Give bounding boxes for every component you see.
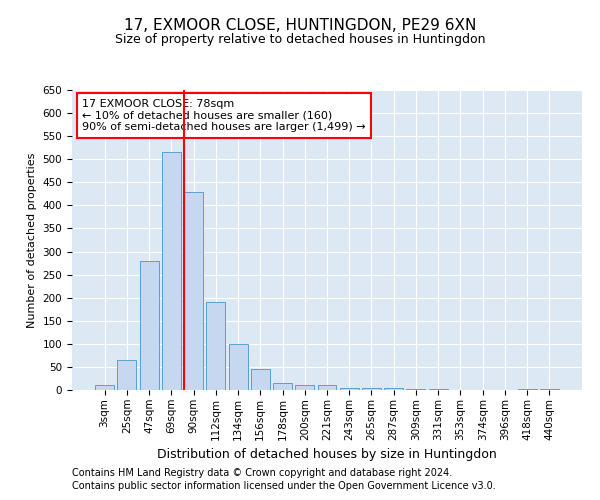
Bar (140, 261, 158, 390)
Bar (340, 388, 359, 390)
Text: Contains public sector information licensed under the Open Government Licence v3: Contains public sector information licen… (72, 481, 496, 491)
Text: 17, EXMOOR CLOSE, HUNTINGDON, PE29 6XN: 17, EXMOOR CLOSE, HUNTINGDON, PE29 6XN (124, 18, 476, 32)
Bar (429, 388, 448, 390)
Y-axis label: Number of detached properties: Number of detached properties (27, 152, 37, 328)
Bar (229, 344, 248, 390)
Text: Size of property relative to detached houses in Huntingdon: Size of property relative to detached ho… (115, 32, 485, 46)
Bar (162, 152, 181, 390)
Text: Contains HM Land Registry data © Crown copyright and database right 2024.: Contains HM Land Registry data © Crown c… (72, 468, 452, 477)
Bar (184, 192, 203, 390)
Bar (273, 383, 292, 390)
Bar (362, 388, 381, 390)
Bar (518, 388, 536, 390)
Bar (384, 388, 403, 390)
Bar (406, 388, 425, 390)
Text: 17 EXMOOR CLOSE: 78sqm
← 10% of detached houses are smaller (160)
90% of semi-de: 17 EXMOOR CLOSE: 78sqm ← 10% of detached… (82, 99, 366, 132)
Bar (317, 386, 337, 390)
Bar (118, 360, 136, 390)
Bar (251, 369, 270, 390)
Bar (206, 302, 225, 390)
Bar (540, 389, 559, 390)
X-axis label: Distribution of detached houses by size in Huntingdon: Distribution of detached houses by size … (157, 448, 497, 461)
Bar (95, 386, 114, 390)
Bar (295, 386, 314, 390)
